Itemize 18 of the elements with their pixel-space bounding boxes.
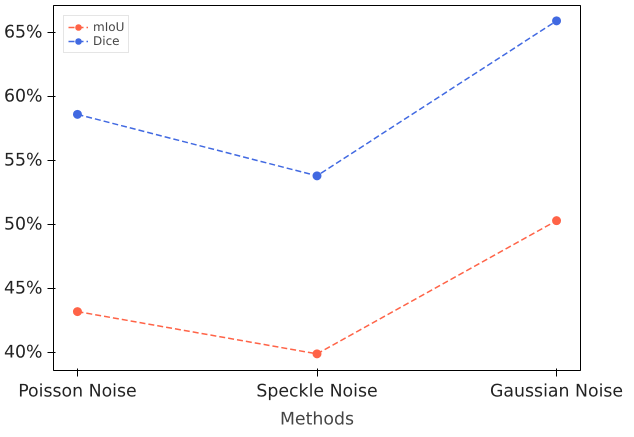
y-tick-label: 45%	[4, 278, 42, 299]
legend-label: mIoU	[93, 20, 124, 34]
point	[552, 216, 562, 226]
y-tick-label: 60%	[4, 86, 42, 106]
point	[312, 349, 322, 358]
x-tick-label: Poisson Noise	[18, 382, 137, 402]
y-tick-label: 50%	[4, 214, 42, 234]
point	[552, 16, 562, 26]
y-tick-label: 65%	[4, 22, 42, 42]
point	[72, 110, 82, 119]
legend-label: Dice	[93, 34, 120, 48]
point	[312, 171, 322, 180]
y-tick-label: 55%	[4, 150, 42, 170]
x-axis-title: Methods	[280, 410, 354, 430]
x-tick-label: Speckle Noise	[256, 382, 378, 402]
point	[72, 307, 82, 316]
y-tick-label: 40%	[4, 342, 42, 363]
x-tick-label: Gaussian Noise	[490, 382, 624, 402]
